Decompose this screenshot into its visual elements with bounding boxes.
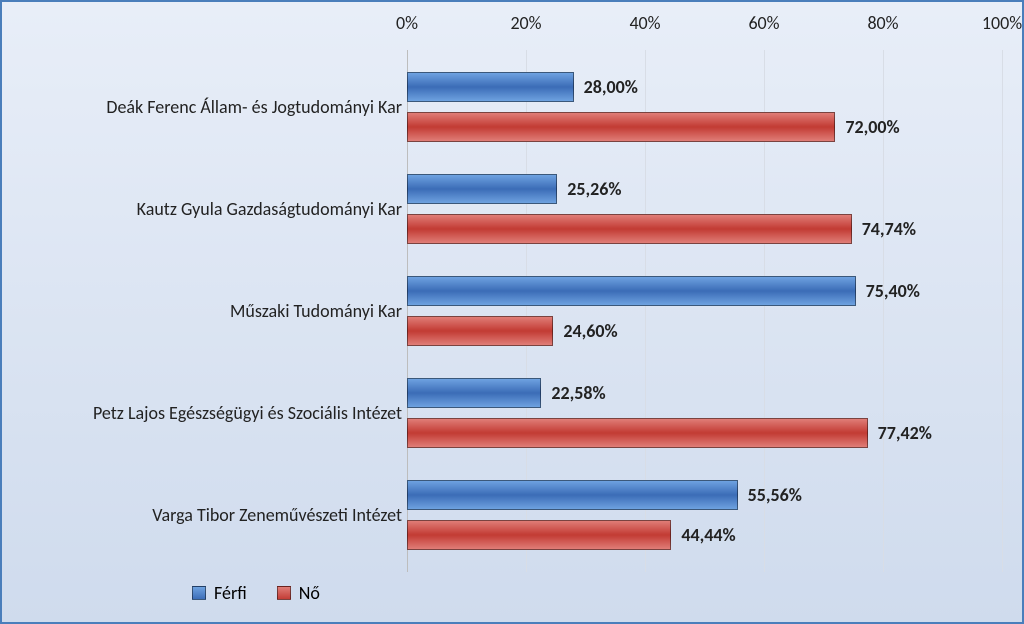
legend-item-ferfi: Férfi bbox=[192, 582, 247, 604]
category-label: Műszaki Tudományi Kar bbox=[12, 300, 402, 322]
bar-no bbox=[407, 112, 835, 142]
bar-value-label: 24,60% bbox=[563, 320, 617, 342]
chart-frame: Deák Ferenc Állam- és Jogtudományi Kar K… bbox=[0, 0, 1024, 624]
bar-no bbox=[407, 520, 671, 550]
x-axis-labels: 0% 20% 40% 60% 80% 100% bbox=[407, 12, 1002, 50]
x-tick: 100% bbox=[982, 12, 1022, 34]
bar-value-label: 74,74% bbox=[862, 218, 916, 240]
bar-ferfi bbox=[407, 276, 856, 306]
bar-value-label: 28,00% bbox=[584, 76, 638, 98]
plot-container: Deák Ferenc Állam- és Jogtudományi Kar K… bbox=[12, 12, 1002, 572]
x-tick: 0% bbox=[396, 12, 418, 34]
bar-no bbox=[407, 418, 868, 448]
bar-no bbox=[407, 214, 852, 244]
bar-ferfi bbox=[407, 378, 541, 408]
legend-swatch-icon bbox=[192, 586, 206, 600]
bar-value-label: 25,26% bbox=[567, 178, 621, 200]
legend-item-no: Nő bbox=[277, 582, 320, 604]
x-tick: 80% bbox=[867, 12, 898, 34]
bar-value-label: 22,58% bbox=[551, 382, 605, 404]
x-tick: 40% bbox=[629, 12, 660, 34]
x-gridline bbox=[1002, 50, 1003, 572]
bar-value-label: 72,00% bbox=[845, 116, 899, 138]
category-label: Kautz Gyula Gazdaságtudományi Kar bbox=[12, 198, 402, 220]
bar-ferfi bbox=[407, 72, 574, 102]
legend-label: Férfi bbox=[214, 582, 247, 604]
category-labels-column: Deák Ferenc Állam- és Jogtudományi Kar K… bbox=[12, 12, 407, 572]
category-label: Varga Tibor Zeneművészeti Intézet bbox=[12, 504, 402, 526]
bar-value-label: 55,56% bbox=[748, 484, 802, 506]
bar-value-label: 77,42% bbox=[878, 422, 932, 444]
x-tick: 60% bbox=[748, 12, 779, 34]
category-label: Petz Lajos Egészségügyi és Szociális Int… bbox=[12, 402, 402, 424]
bar-ferfi bbox=[407, 480, 738, 510]
bar-ferfi bbox=[407, 174, 557, 204]
legend: Férfi Nő bbox=[192, 582, 320, 604]
bar-no bbox=[407, 316, 553, 346]
legend-label: Nő bbox=[299, 582, 320, 604]
bar-value-label: 75,40% bbox=[866, 280, 920, 302]
plot-area: 0% 20% 40% 60% 80% 100% 28,00% 72,00% 25… bbox=[407, 12, 1002, 572]
legend-swatch-icon bbox=[277, 586, 291, 600]
bar-value-label: 44,44% bbox=[681, 524, 735, 546]
category-label: Deák Ferenc Állam- és Jogtudományi Kar bbox=[12, 96, 402, 118]
x-tick: 20% bbox=[510, 12, 541, 34]
